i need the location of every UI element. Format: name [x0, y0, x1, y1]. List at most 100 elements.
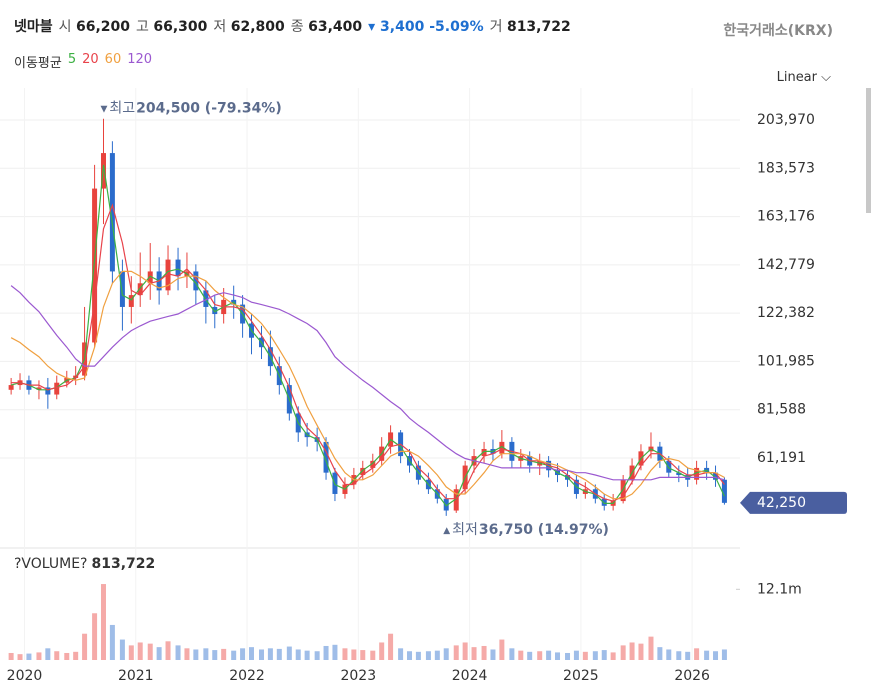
x-tick-label: 2022: [229, 668, 265, 684]
volume-bar: [499, 639, 505, 660]
volume-label: ?VOLUME?: [14, 556, 88, 572]
volume-bar: [629, 642, 635, 660]
volume-bar: [620, 645, 626, 660]
y-tick-label: 183,573: [757, 160, 815, 176]
candle-body: [481, 448, 487, 457]
volume-bar: [73, 651, 79, 660]
x-tick-label: 2023: [340, 668, 376, 684]
extreme-annotation: ▲ 최저36,750 (14.97%): [443, 522, 609, 538]
field-value: 66,200: [75, 19, 131, 35]
volume-bar: [26, 653, 32, 660]
field-value: 63,400: [308, 19, 363, 35]
volume-bar: [527, 651, 533, 660]
candle-body: [370, 460, 376, 468]
volume-bar: [17, 654, 23, 660]
volume-bar: [137, 642, 143, 660]
volume-bar: [109, 624, 115, 660]
candle-body: [193, 271, 199, 291]
volume-bar: [592, 651, 598, 660]
volume-bar: [713, 651, 719, 660]
x-tick-label: 2025: [563, 668, 599, 684]
legend-entry: 120: [127, 52, 153, 67]
volume-bar: [193, 649, 199, 660]
volume-bar: [231, 650, 237, 660]
volume-bar: [601, 650, 607, 660]
volume-bar: [342, 648, 348, 660]
candle-body: [36, 387, 42, 390]
volume-bar: [425, 651, 431, 660]
volume-bar: [407, 651, 413, 660]
candle-body: [137, 283, 143, 296]
ma-line: [11, 203, 725, 502]
volume-bar: [518, 650, 524, 660]
candle-body: [620, 479, 626, 502]
field: 시 66,200: [59, 16, 130, 36]
field-label: 고: [136, 19, 149, 35]
candle-body: [175, 259, 181, 277]
last-price-tag: [740, 491, 847, 514]
ma-line: [10, 164, 725, 507]
field-label: 종: [290, 19, 304, 35]
volume-bar: [666, 649, 672, 660]
annotation-label: 최고: [109, 101, 135, 117]
x-tick-label: 2021: [118, 668, 154, 684]
volume-bar: [82, 633, 88, 660]
exchange: 한국거래소(KRX): [723, 23, 833, 39]
volume-bar: [165, 641, 171, 660]
field-label: 시: [58, 19, 72, 35]
volume-bar: [546, 650, 552, 660]
scale-toggle[interactable]: Linear ⌵: [776, 70, 831, 85]
volume-bar: [694, 648, 700, 660]
legend-entry: 5: [67, 52, 77, 67]
extreme-annotation: ▼ 최고204,500 (-79.34%): [100, 101, 281, 117]
candle-body: [443, 498, 449, 511]
volume-bar: [398, 648, 404, 660]
x-tick-label: 2020: [7, 668, 43, 684]
volume-bar: [360, 650, 366, 660]
volume-bar: [610, 652, 616, 660]
y-tick-label: 142,779: [757, 257, 815, 273]
volume-bar: [379, 642, 385, 660]
annotation-icon: ▼: [100, 104, 107, 114]
field-value: 66,300: [153, 19, 208, 35]
candle-body: [666, 460, 672, 473]
volume-bar: [509, 648, 515, 660]
legend-entry: 60: [104, 52, 122, 67]
volume-bar: [119, 639, 125, 660]
ma-line: [10, 285, 725, 481]
y-tick-label: 81,588: [757, 402, 806, 418]
candle-body: [676, 472, 682, 476]
volume-bar: [314, 651, 320, 660]
volume-bar: [443, 648, 449, 660]
candle-body: [713, 472, 719, 480]
scrollbar[interactable]: [866, 88, 871, 213]
volume-bar: [537, 651, 543, 660]
field-label: 거: [489, 19, 503, 35]
volume-bar: [657, 647, 663, 660]
candle-body: [165, 259, 171, 291]
candle-body: [109, 153, 115, 272]
volume-bar: [8, 652, 14, 660]
scale-mode[interactable]: Linear: [776, 70, 817, 85]
x-tick-label: 2024: [452, 668, 488, 684]
change-value: 3,400: [380, 19, 425, 35]
volume-bar: [100, 584, 106, 660]
candle-body: [54, 382, 60, 395]
volume-bar: [462, 642, 468, 660]
volume-bar: [565, 652, 571, 660]
volume-bar: [434, 650, 440, 660]
candle-body: [499, 441, 505, 454]
volume-bar: [54, 651, 60, 660]
volume-bar: [638, 643, 644, 660]
volume-bar: [555, 652, 561, 660]
last-price-label: 42,250: [757, 495, 806, 511]
change-pct: -5.09%: [429, 19, 484, 35]
candle-body: [147, 271, 153, 284]
volume-bar: [304, 650, 310, 660]
volume-bar: [240, 648, 246, 660]
volume-bar: [64, 652, 70, 660]
field: 저 62,800: [213, 16, 284, 36]
volume-bar: [128, 645, 134, 660]
